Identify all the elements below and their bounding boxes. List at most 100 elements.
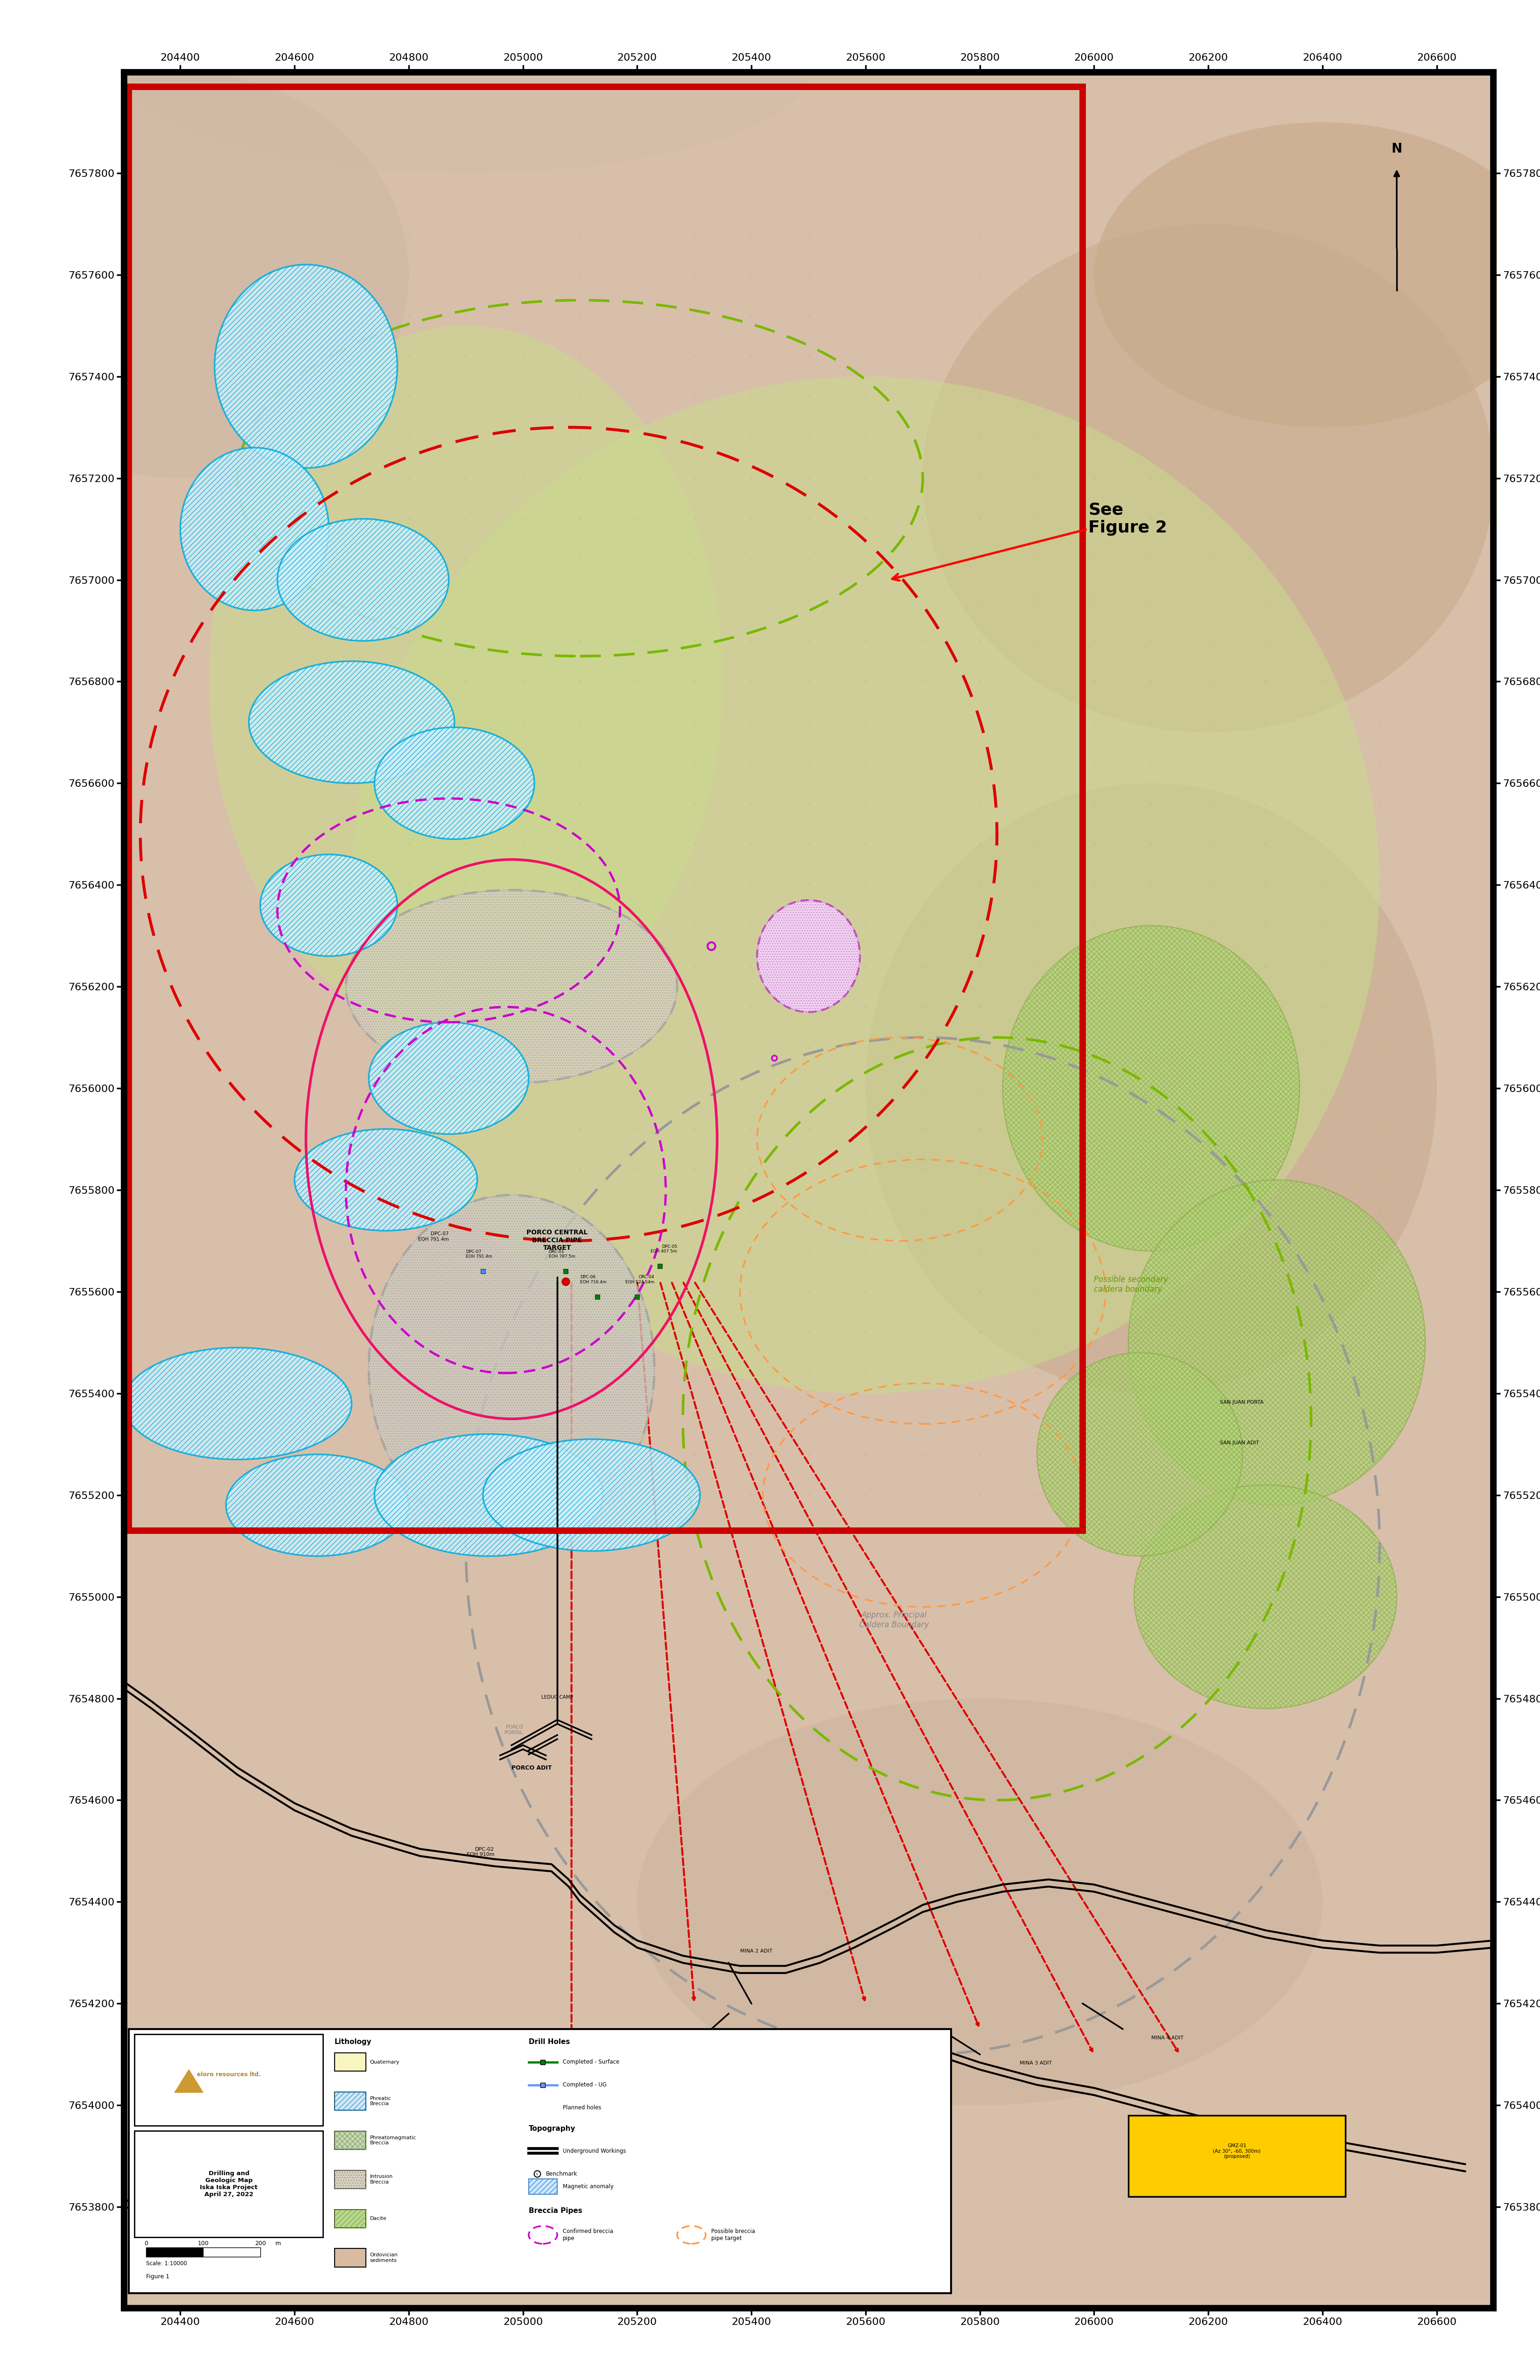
Text: v: v [1321, 843, 1323, 845]
Bar [334, 2130, 367, 2149]
Text: v: v [465, 1371, 467, 1373]
Text: v: v [1378, 762, 1380, 764]
Text: v: v [693, 233, 695, 236]
Text: v: v [864, 923, 867, 926]
Text: v: v [636, 1371, 638, 1373]
Text: v: v [1150, 355, 1152, 357]
Text: v: v [693, 1209, 695, 1211]
Text: v: v [693, 1007, 695, 1009]
Text: v: v [922, 476, 924, 478]
Text: v: v [979, 843, 981, 845]
Text: v: v [807, 1454, 810, 1457]
Text: Drilling and
Geologic Map
Iska Iska Project
April 27, 2022: Drilling and Geologic Map Iska Iska Proj… [200, 2171, 257, 2197]
Text: v: v [1321, 1047, 1323, 1050]
Text: v: v [408, 1088, 410, 1090]
Text: v: v [807, 600, 810, 602]
Text: v: v [979, 1169, 981, 1171]
Text: v: v [1150, 681, 1152, 683]
Text: v: v [693, 559, 695, 562]
Text: v: v [1093, 1454, 1095, 1457]
Text: v: v [408, 1371, 410, 1373]
Text: v: v [1093, 1371, 1095, 1373]
Text: v: v [579, 721, 581, 724]
Text: v: v [579, 883, 581, 885]
Text: 0: 0 [145, 2240, 148, 2247]
Text: 100: 100 [197, 2240, 209, 2247]
Text: v: v [1378, 1007, 1380, 1009]
Text: v: v [636, 964, 638, 969]
Text: v: v [864, 843, 867, 845]
Text: v: v [922, 1128, 924, 1130]
Text: v: v [864, 436, 867, 438]
Text: v: v [636, 1047, 638, 1050]
Text: v: v [1093, 355, 1095, 357]
Text: v: v [979, 1454, 981, 1457]
Text: v: v [579, 1209, 581, 1211]
Text: v: v [807, 1007, 810, 1009]
Text: SAN JUAN PORTA: SAN JUAN PORTA [1220, 1399, 1263, 1404]
Text: v: v [1207, 476, 1209, 478]
Text: v: v [1036, 559, 1038, 562]
Text: v: v [807, 1290, 810, 1292]
Text: v: v [522, 681, 524, 683]
Ellipse shape [368, 1021, 528, 1133]
Text: v: v [1093, 762, 1095, 764]
Text: v: v [1207, 233, 1209, 236]
Text: v: v [807, 721, 810, 724]
Text: v: v [408, 883, 410, 885]
Text: v: v [750, 314, 753, 317]
Text: v: v [1150, 923, 1152, 926]
Text: v: v [807, 314, 810, 317]
Text: v: v [408, 516, 410, 521]
Ellipse shape [374, 728, 534, 840]
Text: v: v [693, 1128, 695, 1130]
Text: v: v [1207, 640, 1209, 643]
Text: v: v [864, 355, 867, 357]
Text: v: v [1378, 600, 1380, 602]
Text: DPC-06
EOH 716.4m: DPC-06 EOH 716.4m [581, 1276, 607, 1285]
Text: v: v [636, 802, 638, 804]
Text: v: v [864, 476, 867, 478]
Text: v: v [922, 762, 924, 764]
Text: v: v [408, 721, 410, 724]
Text: v: v [636, 274, 638, 276]
Text: v: v [465, 314, 467, 317]
Text: v: v [864, 1128, 867, 1130]
Text: v: v [1150, 1209, 1152, 1211]
Text: v: v [864, 1209, 867, 1211]
Text: v: v [807, 1088, 810, 1090]
Ellipse shape [0, 71, 408, 478]
Bar [528, 2180, 557, 2194]
Ellipse shape [484, 1440, 701, 1552]
Text: v: v [864, 1290, 867, 1292]
Text: v: v [408, 1454, 410, 1457]
Text: v: v [579, 1128, 581, 1130]
Text: v: v [465, 1411, 467, 1416]
Text: v: v [922, 395, 924, 397]
Text: v: v [750, 476, 753, 478]
Text: v: v [864, 274, 867, 276]
Text: v: v [522, 476, 524, 478]
Text: v: v [408, 1411, 410, 1416]
Text: v: v [1378, 1169, 1380, 1171]
Text: v: v [750, 883, 753, 885]
Text: v: v [1093, 1047, 1095, 1050]
Text: v: v [1321, 883, 1323, 885]
Bar [334, 2130, 367, 2149]
Text: v: v [579, 964, 581, 969]
Text: v: v [1150, 1454, 1152, 1457]
Text: v: v [522, 1169, 524, 1171]
Text: v: v [579, 1371, 581, 1373]
Text: v: v [750, 233, 753, 236]
Text: v: v [750, 1371, 753, 1373]
Text: v: v [807, 516, 810, 521]
Text: v: v [636, 721, 638, 724]
Text: v: v [693, 1250, 695, 1252]
Ellipse shape [1003, 926, 1300, 1252]
Text: v: v [408, 1047, 410, 1050]
Text: v: v [1036, 233, 1038, 236]
Bar [134, 2035, 323, 2125]
Text: v: v [1093, 640, 1095, 643]
Text: v: v [522, 1250, 524, 1252]
Text: v: v [579, 681, 581, 683]
